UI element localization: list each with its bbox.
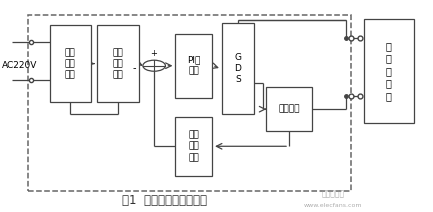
Bar	[97, 25, 139, 102]
Text: 恒流
设定
电路: 恒流 设定 电路	[113, 48, 123, 79]
Bar	[175, 117, 212, 176]
Text: -: -	[133, 63, 136, 73]
Text: 被
测
电
压
源: 被 测 电 压 源	[386, 41, 391, 101]
Text: 电子发烧友: 电子发烧友	[322, 190, 345, 198]
Bar	[175, 34, 212, 98]
Text: G
D
S: G D S	[234, 53, 242, 85]
Text: AC220V: AC220V	[2, 61, 38, 70]
Text: www.elecfans.com: www.elecfans.com	[304, 203, 363, 208]
Text: PI调
节器: PI调 节器	[187, 56, 200, 76]
Text: +: +	[150, 49, 157, 58]
Text: 电流检测: 电流检测	[278, 105, 300, 114]
Bar	[50, 25, 91, 102]
Bar	[28, 15, 351, 191]
Text: 反馈
转换
电路: 反馈 转换 电路	[188, 131, 199, 162]
Bar	[364, 19, 414, 123]
Bar	[266, 87, 312, 131]
Text: 直流
稳压
电源: 直流 稳压 电源	[65, 48, 76, 79]
Text: 图1  恒流型电子负载结构: 图1 恒流型电子负载结构	[122, 194, 207, 207]
Bar	[222, 23, 254, 114]
